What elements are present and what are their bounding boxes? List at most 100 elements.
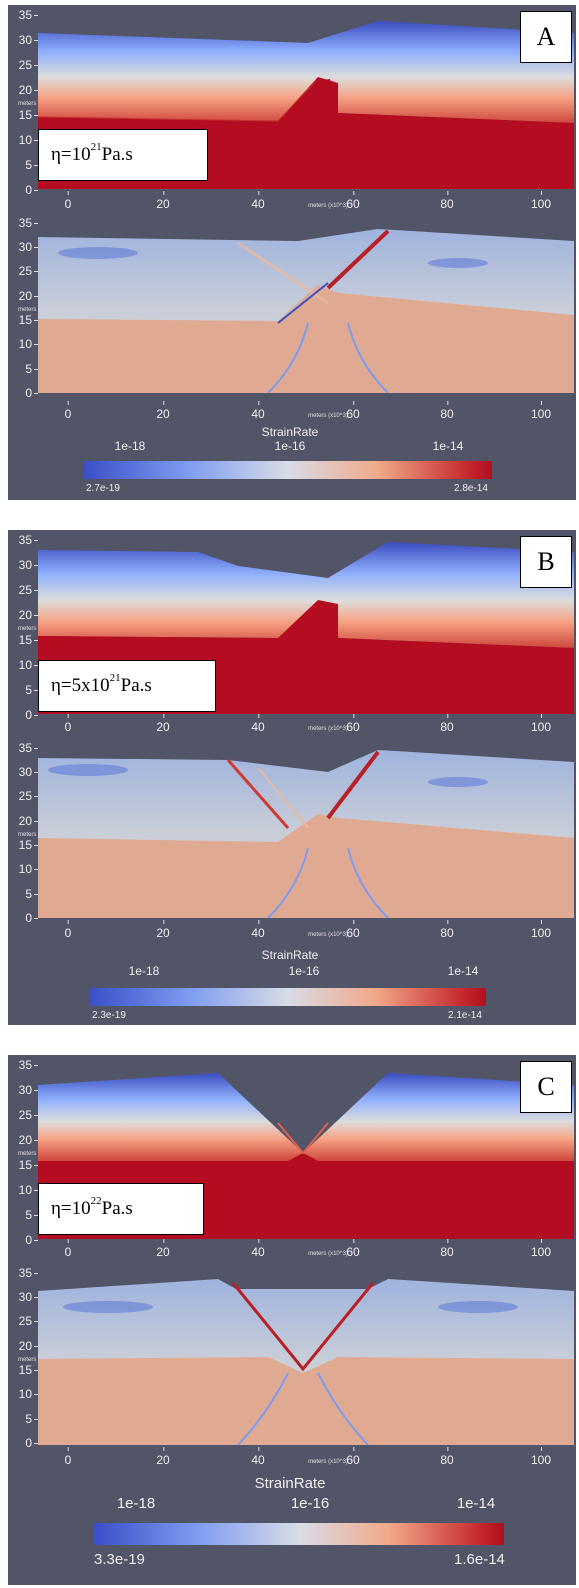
x-tick: 60 xyxy=(346,401,360,421)
colorbar-gradient xyxy=(94,1523,504,1545)
colorbar-major-label: 1e-14 xyxy=(456,1495,496,1512)
y-tick: 35 xyxy=(18,533,39,547)
y-axis-top: 35 30 25 20 15 10 5 0 meters xyxy=(8,9,39,196)
x-axis-bottom: 0 20 40 60 80 100 meters (x10^3) xyxy=(38,1447,574,1467)
x-axis-label: meters (x10^3) xyxy=(308,413,348,419)
colorbar: StrainRate 1e-18 1e-16 1e-14 2.7e-19 2.8… xyxy=(8,425,576,500)
y-tick: 5 xyxy=(25,158,38,172)
x-tick: 40 xyxy=(251,920,265,940)
y-tick: 35 xyxy=(18,8,39,22)
x-tick: 20 xyxy=(156,920,170,940)
x-tick: 0 xyxy=(64,401,72,421)
y-tick: 30 xyxy=(18,1083,39,1097)
y-tick: 0 xyxy=(25,386,38,400)
viscosity-exponent: 21 xyxy=(90,141,102,153)
panel-label: A xyxy=(520,11,572,63)
y-tick: 5 xyxy=(25,362,38,376)
x-tick: 100 xyxy=(530,1239,552,1259)
colorbar-major-label: 1e-18 xyxy=(116,1495,156,1512)
x-tick: 20 xyxy=(156,401,170,421)
y-tick: 10 xyxy=(18,1183,39,1197)
y-axis-label: meters xyxy=(18,626,37,632)
x-tick: 20 xyxy=(156,714,170,734)
y-tick: 25 xyxy=(18,789,39,803)
y-tick: 20 xyxy=(18,1133,39,1147)
viscosity-suffix: Pa.s xyxy=(101,144,133,165)
y-tick: 35 xyxy=(18,1266,39,1280)
y-tick: 20 xyxy=(18,608,39,622)
y-tick: 35 xyxy=(18,1058,39,1072)
y-axis-label: meters xyxy=(18,307,37,313)
y-tick: 30 xyxy=(18,558,39,572)
panel-b: 35 30 25 20 15 10 5 0 meters B η xyxy=(8,530,576,1025)
x-axis-top: 0 20 40 60 80 100 meters (x10^3) xyxy=(38,714,574,734)
y-tick: 10 xyxy=(18,658,39,672)
colorbar-min: 2.3e-19 xyxy=(92,1010,126,1021)
y-tick: 15 xyxy=(18,838,39,852)
colorbar: StrainRate 1e-18 1e-16 1e-14 2.3e-19 2.1… xyxy=(8,948,576,1025)
colorbar-major-label: 1e-16 xyxy=(290,1495,330,1512)
y-tick: 0 xyxy=(25,911,38,925)
colorbar-gradient xyxy=(90,988,486,1006)
y-tick: 25 xyxy=(18,583,39,597)
viscosity-exponent: 22 xyxy=(90,1195,102,1207)
x-tick: 0 xyxy=(64,1239,72,1259)
x-tick: 40 xyxy=(251,714,265,734)
x-tick: 80 xyxy=(440,191,454,211)
viscosity-prefix: η=10 xyxy=(51,144,91,165)
x-tick: 60 xyxy=(346,191,360,211)
strainrate-plot xyxy=(38,748,574,918)
y-tick: 30 xyxy=(18,33,39,47)
panel-label: C xyxy=(520,1061,572,1113)
y-tick: 25 xyxy=(18,1108,39,1122)
strainrate-plot xyxy=(38,1273,574,1445)
y-tick: 5 xyxy=(25,887,38,901)
x-tick: 100 xyxy=(530,191,552,211)
y-axis-top: 35 30 25 20 15 10 5 0 meters xyxy=(8,534,39,721)
y-axis-label: meters xyxy=(18,101,37,107)
y-tick: 30 xyxy=(18,240,39,254)
strainrate-field xyxy=(38,223,574,393)
strainrate-field xyxy=(38,748,574,918)
x-tick: 20 xyxy=(156,1447,170,1467)
x-tick: 40 xyxy=(251,1239,265,1259)
x-axis-bottom: 0 20 40 60 80 100 meters (x10^3) xyxy=(38,401,574,421)
y-tick: 5 xyxy=(25,1208,38,1222)
y-axis-bottom: 35 30 25 20 15 10 5 0 meters xyxy=(8,1267,39,1453)
y-tick: 10 xyxy=(18,337,39,351)
y-tick: 35 xyxy=(18,741,39,755)
y-tick: 25 xyxy=(18,1314,39,1328)
y-tick: 5 xyxy=(25,683,38,697)
colorbar-major-label: 1e-18 xyxy=(114,439,146,453)
x-tick: 100 xyxy=(530,401,552,421)
x-tick: 60 xyxy=(346,714,360,734)
x-tick: 40 xyxy=(251,191,265,211)
x-tick: 60 xyxy=(346,920,360,940)
strainrate-field xyxy=(38,1273,574,1445)
strainrate-plot xyxy=(38,223,574,393)
temperature-plot xyxy=(38,1063,574,1239)
viscosity-prefix: η=5x10 xyxy=(51,675,110,696)
y-axis-label: meters xyxy=(18,832,37,838)
panel-label: B xyxy=(520,536,572,588)
x-tick: 80 xyxy=(440,401,454,421)
y-axis-label: meters xyxy=(18,1151,37,1157)
x-tick: 0 xyxy=(64,920,72,940)
x-tick: 80 xyxy=(440,1447,454,1467)
viscosity-label: η=10 21 Pa.s xyxy=(38,129,208,181)
x-tick: 60 xyxy=(346,1239,360,1259)
colorbar-max: 2.1e-14 xyxy=(448,1010,482,1021)
colorbar-gradient xyxy=(84,461,492,479)
colorbar-title: StrainRate xyxy=(254,1475,326,1492)
y-tick: 20 xyxy=(18,83,39,97)
temperature-field xyxy=(38,1063,574,1239)
x-tick: 80 xyxy=(440,1239,454,1259)
y-tick: 0 xyxy=(25,1233,38,1247)
x-axis-label: meters (x10^3) xyxy=(308,1251,348,1257)
colorbar-major-label: 1e-14 xyxy=(432,439,464,453)
x-tick: 80 xyxy=(440,714,454,734)
colorbar-major-label: 1e-14 xyxy=(447,964,479,978)
x-tick: 100 xyxy=(530,920,552,940)
x-tick: 40 xyxy=(251,1447,265,1467)
y-tick: 15 xyxy=(18,1363,39,1377)
